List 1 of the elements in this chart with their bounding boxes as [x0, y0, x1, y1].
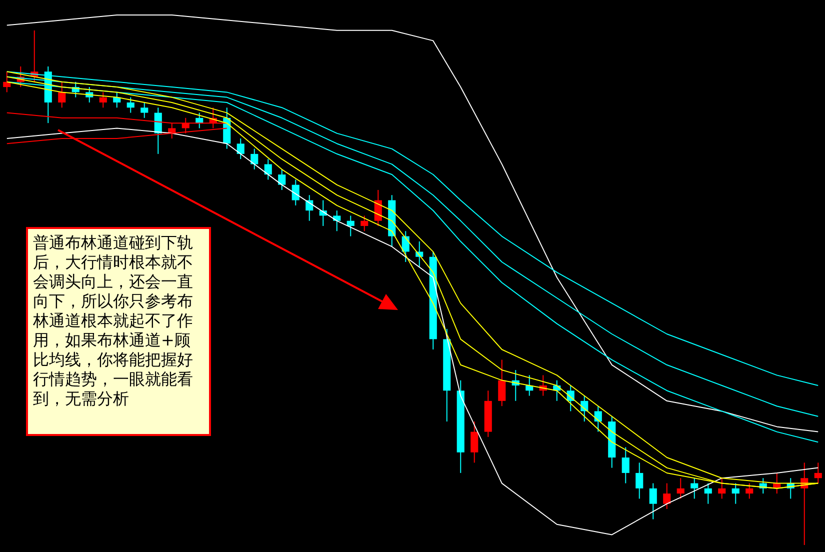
text: 普通布林通道碰到下轨后，大行情时根本就不会调头向上，还会一直向下，所以你只参考布林通道根本就起不了作用，如果布林通道+顾比均线，你将能把握好行情趋势，一眼就能看到，无需分析 [33, 233, 193, 408]
